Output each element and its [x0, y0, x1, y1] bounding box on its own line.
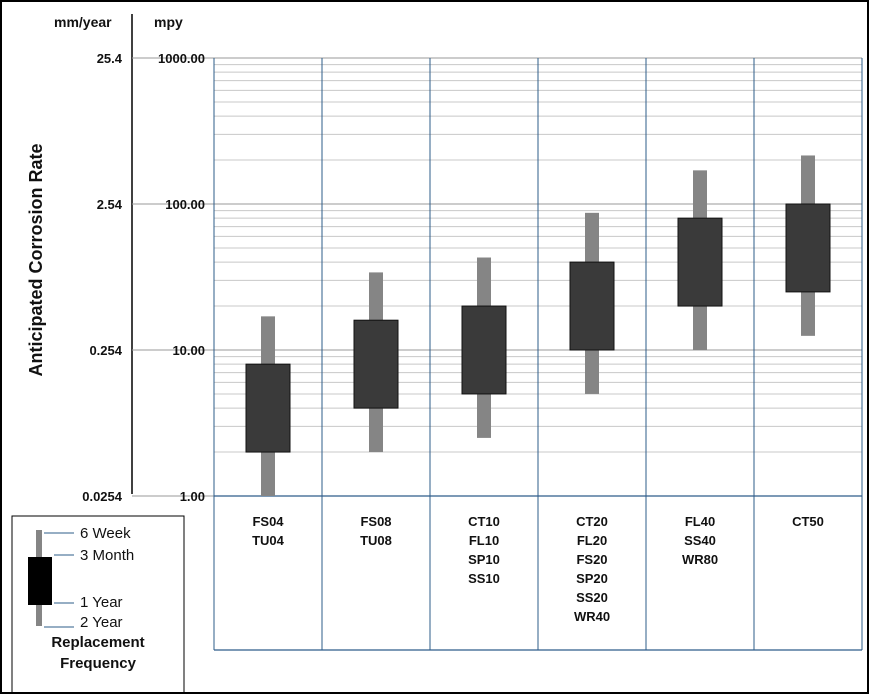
- y-axis-title: Anticipated Corrosion Rate: [26, 143, 46, 376]
- category-code: FS20: [576, 552, 607, 567]
- range-mark-2: [353, 272, 399, 453]
- category-label: FS08 TU08: [360, 514, 392, 548]
- gridlines: [132, 57, 862, 497]
- category-code: SS40: [684, 533, 716, 548]
- range-mark-3: [461, 257, 507, 438]
- mpy-tick-labels: 1000.00 100.00 10.00 1.00: [158, 51, 205, 504]
- mm-year-unit-header: mm/year: [54, 14, 112, 30]
- range-box: [785, 203, 831, 293]
- column-dividers: [213, 58, 863, 651]
- mm-tick-label: 0.0254: [82, 489, 123, 504]
- range-box: [461, 305, 507, 395]
- range-mark-1: [245, 316, 291, 496]
- category-code: FS08: [360, 514, 391, 529]
- category-label: CT50: [792, 514, 824, 529]
- range-box: [569, 261, 615, 351]
- category-code: TU08: [360, 533, 392, 548]
- range-mark-5: [677, 170, 723, 350]
- mpy-tick-label: 100.00: [165, 197, 205, 212]
- category-code: TU04: [252, 533, 285, 548]
- category-label: CT10 FL10 SP10 SS10: [468, 514, 500, 586]
- legend-title-line1: Replacement: [51, 634, 144, 651]
- category-code: CT20: [576, 514, 608, 529]
- mm-year-tick-labels: 25.4 2.54 0.254 0.0254: [82, 51, 123, 504]
- category-code: CT50: [792, 514, 824, 529]
- mpy-tick-label: 10.00: [172, 343, 205, 358]
- mpy-tick-label: 1000.00: [158, 51, 205, 66]
- category-table: FS04 TU04 FS08 TU08 CT10 FL10 SP10 SS10 CT20 FL20…: [252, 514, 824, 624]
- range-mark-6: [785, 155, 831, 336]
- legend-item-6-week: 6 Week: [80, 525, 131, 542]
- category-label: FL40 SS40 WR80: [682, 514, 718, 567]
- category-code: FL10: [469, 533, 499, 548]
- legend-item-1-year: 1 Year: [80, 594, 123, 611]
- category-code: SP10: [468, 552, 500, 567]
- category-code: SP20: [576, 571, 608, 586]
- range-box: [353, 319, 399, 409]
- mpy-tick-label: 1.00: [180, 489, 205, 504]
- category-code: WR80: [682, 552, 718, 567]
- range-box: [245, 363, 291, 453]
- legend-title-line2: Frequency: [60, 655, 137, 672]
- mm-tick-label: 25.4: [97, 51, 123, 66]
- category-code: FL20: [577, 533, 607, 548]
- mm-tick-label: 0.254: [89, 343, 122, 358]
- range-marks: [245, 155, 831, 496]
- category-code: FL40: [685, 514, 715, 529]
- range-mark-4: [569, 212, 615, 394]
- mm-tick-label: 2.54: [97, 197, 123, 212]
- category-code: SS10: [468, 571, 500, 586]
- legend: 6 Week 3 Month 1 Year 2 Year Replacement…: [11, 515, 185, 692]
- legend-item-3-month: 3 Month: [80, 547, 134, 564]
- category-code: FS04: [252, 514, 284, 529]
- category-label: FS04 TU04: [252, 514, 285, 548]
- legend-box-mark: [28, 557, 52, 605]
- category-code: SS20: [576, 590, 608, 605]
- category-label: CT20 FL20 FS20 SP20 SS20 WR40: [574, 514, 610, 624]
- category-code: WR40: [574, 609, 610, 624]
- category-code: CT10: [468, 514, 500, 529]
- range-box: [677, 217, 723, 307]
- mpy-unit-header: mpy: [154, 14, 183, 30]
- legend-item-2-year: 2 Year: [80, 614, 123, 631]
